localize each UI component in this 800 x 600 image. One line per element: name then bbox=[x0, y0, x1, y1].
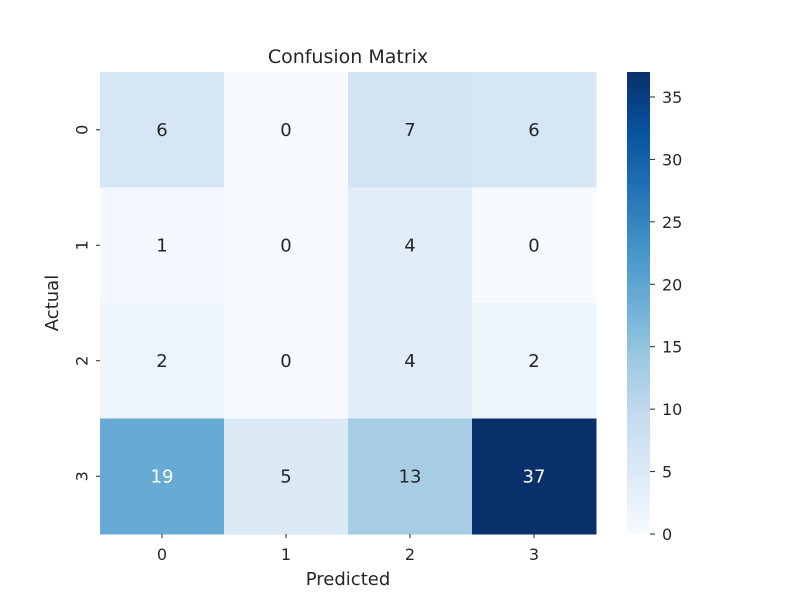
x-axis-label: Predicted bbox=[306, 569, 391, 590]
heatmap-cell-label: 4 bbox=[404, 351, 415, 372]
heatmap-cell-label: 0 bbox=[528, 235, 539, 256]
colorbar-tick-label: 20 bbox=[662, 275, 682, 294]
colorbar-ticks: 0 5 10 15 20 25 30 35 bbox=[650, 88, 682, 544]
heatmap-cell bbox=[472, 72, 597, 188]
heatmap-cell bbox=[348, 418, 473, 535]
colorbar-tick-label: 0 bbox=[662, 525, 672, 544]
heatmap-cell-label: 37 bbox=[523, 466, 546, 487]
colorbar-gradient bbox=[627, 72, 650, 534]
heatmap-cell-label: 5 bbox=[280, 466, 291, 487]
heatmap-cell bbox=[100, 303, 225, 419]
heatmap-cell bbox=[224, 418, 349, 535]
heatmap-cell bbox=[224, 72, 349, 188]
colorbar-tick-label: 10 bbox=[662, 400, 682, 419]
heatmap-cell-label: 2 bbox=[528, 351, 539, 372]
y-axis-ticks: 0 1 2 3 bbox=[73, 125, 100, 481]
colorbar-tick-label: 25 bbox=[662, 213, 682, 232]
heatmap-cell-label: 0 bbox=[280, 351, 291, 372]
heatmap-cell-label: 6 bbox=[528, 120, 539, 141]
heatmap-cell-label: 4 bbox=[404, 235, 415, 256]
heatmap-cell-label: 2 bbox=[156, 351, 167, 372]
heatmap-cell-label: 13 bbox=[399, 466, 422, 487]
colorbar-tick-label: 35 bbox=[662, 88, 682, 107]
heatmap-cell-labels: 6 0 7 6 1 0 4 0 2 0 4 2 19 5 13 37 bbox=[151, 120, 546, 488]
heatmap-cell bbox=[348, 303, 473, 419]
y-tick-label: 3 bbox=[73, 471, 92, 481]
heatmap-cell-label: 1 bbox=[156, 235, 167, 256]
heatmap-cell-label: 6 bbox=[156, 120, 167, 141]
heatmap-cell bbox=[348, 72, 473, 188]
x-tick-label: 1 bbox=[281, 545, 291, 564]
y-tick-label: 0 bbox=[73, 125, 92, 135]
heatmap-cell bbox=[100, 72, 225, 188]
heatmap-cell-label: 19 bbox=[151, 466, 174, 487]
heatmap-cell bbox=[472, 418, 597, 535]
colorbar-tick-label: 30 bbox=[662, 150, 682, 169]
heatmap-cell-label: 0 bbox=[280, 235, 291, 256]
heatmap-cell bbox=[100, 187, 225, 304]
heatmap-cell bbox=[348, 187, 473, 304]
x-tick-label: 0 bbox=[157, 545, 167, 564]
colorbar-tick-label: 15 bbox=[662, 338, 682, 357]
heatmap-cells bbox=[100, 72, 597, 535]
y-tick-label: 2 bbox=[73, 356, 92, 366]
heatmap-cell-label: 7 bbox=[404, 120, 415, 141]
heatmap-cell bbox=[100, 418, 225, 535]
chart-title: Confusion Matrix bbox=[268, 46, 428, 68]
y-tick-label: 1 bbox=[73, 240, 92, 250]
heatmap-cell bbox=[224, 187, 349, 304]
heatmap-cell-label: 0 bbox=[280, 120, 291, 141]
heatmap-cell bbox=[472, 187, 597, 304]
colorbar: 0 5 10 15 20 25 30 35 bbox=[627, 72, 682, 544]
colorbar-tick-label: 5 bbox=[662, 463, 672, 482]
heatmap-cell bbox=[224, 303, 349, 419]
heatmap-cell bbox=[472, 303, 597, 419]
x-axis-ticks: 0 1 2 3 bbox=[157, 534, 539, 564]
x-tick-label: 2 bbox=[405, 545, 415, 564]
y-axis-label: Actual bbox=[42, 275, 63, 331]
x-tick-label: 3 bbox=[529, 545, 539, 564]
